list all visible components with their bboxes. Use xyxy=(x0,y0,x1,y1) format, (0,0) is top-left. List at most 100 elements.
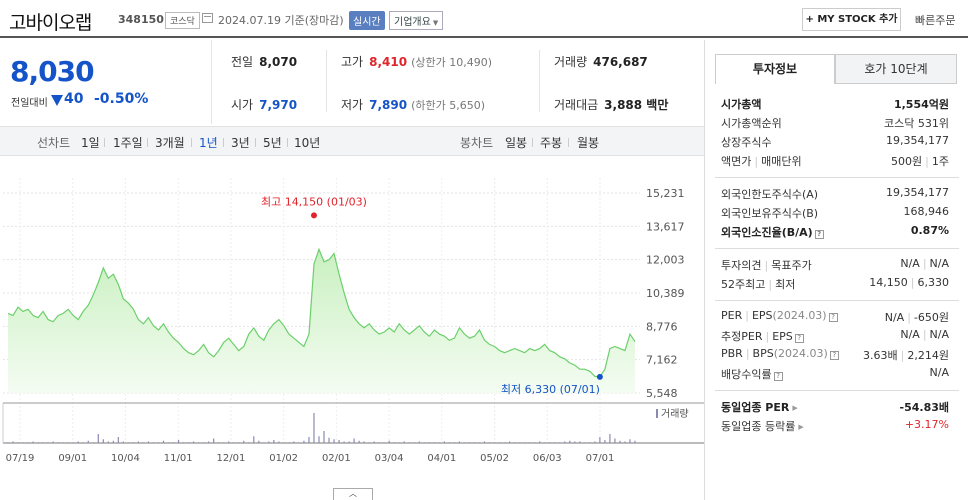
volume-bar xyxy=(122,441,124,443)
volume-bar xyxy=(413,442,415,443)
period-1w[interactable]: 1주일 xyxy=(113,136,143,150)
volume-bar xyxy=(12,441,14,443)
volume-bar xyxy=(112,440,114,443)
period-daily[interactable]: 일봉 xyxy=(505,136,528,150)
volume-bar xyxy=(42,442,44,443)
industry-per-row[interactable]: 동일업종 PER ▶ -54.83배 xyxy=(721,401,949,414)
volume-bar xyxy=(238,442,240,443)
volume-bar xyxy=(519,442,521,443)
chevron-right-icon: ▶ xyxy=(798,423,804,431)
y-tick-label: 7,162 xyxy=(646,354,678,367)
volume-bar xyxy=(549,442,551,443)
volume-bar xyxy=(559,442,561,443)
volume-bar xyxy=(564,441,566,443)
y-tick-label: 13,617 xyxy=(646,220,685,233)
volume-bar xyxy=(162,440,165,443)
candle-chart-label: 봉차트 xyxy=(460,136,494,150)
volume-bar xyxy=(177,440,180,443)
period-3y[interactable]: 3년 xyxy=(231,136,250,150)
volume-bar xyxy=(524,442,526,443)
volume-bar xyxy=(458,441,461,443)
opinion-target-row: 투자의견 | 목표주가 N/A | N/A xyxy=(721,257,949,272)
x-tick-label: 12/01 xyxy=(216,453,245,464)
period-monthly[interactable]: 월봉 xyxy=(577,136,600,150)
help-icon[interactable]: ? xyxy=(794,334,804,343)
company-overview-select[interactable]: 기업개요 ▼ xyxy=(389,11,444,30)
volume-bar xyxy=(509,441,511,443)
volume-bar xyxy=(378,442,380,443)
quick-order-link[interactable]: 빠른주문 xyxy=(915,14,956,27)
chart-collapse-button[interactable]: ︿ xyxy=(333,488,373,500)
volume: 거래량 476,687 xyxy=(554,55,648,69)
volume-bar xyxy=(529,442,531,443)
down-arrow-icon xyxy=(51,95,63,106)
divider xyxy=(255,138,256,147)
volume-bar xyxy=(428,442,430,443)
foreign-hold-row: 외국인보유주식수(B) 168,946 xyxy=(721,205,949,220)
period-10y[interactable]: 10년 xyxy=(294,136,321,150)
volume-bar xyxy=(403,441,405,443)
help-icon[interactable]: ? xyxy=(828,313,838,322)
volume-bar xyxy=(37,442,39,443)
volume-bar xyxy=(278,441,280,443)
y-tick-label: 8,776 xyxy=(646,320,678,333)
help-icon[interactable]: ? xyxy=(814,230,824,239)
y-tick-label: 12,003 xyxy=(646,254,685,267)
chart-period-bar: 선차트 1일 1주일 3개월 1년 3년 5년 10년 봉차트 일봉 주봉 월봉 xyxy=(0,126,704,156)
volume-bar xyxy=(303,440,305,443)
add-my-stock-button[interactable]: + MY STOCK 추가 xyxy=(802,8,901,31)
calendar-icon xyxy=(202,13,213,23)
help-icon[interactable]: ? xyxy=(773,372,783,381)
change-label: 전일대비 xyxy=(11,98,48,109)
volume-bar xyxy=(208,441,210,443)
price-chart[interactable]: 15,231 13,617 12,003 10,389 8,776 7,162 5,548 0… xyxy=(0,156,704,500)
est-per-eps-row: 추정PER | EPS? N/A | N/A xyxy=(721,328,949,343)
volume-bar xyxy=(473,442,476,443)
volume-bar xyxy=(398,442,400,443)
high-price: 고가 8,410 (상한가 10,490) xyxy=(341,55,492,69)
volume-bar xyxy=(7,442,9,443)
trade-amount: 거래대금 3,888 백만 xyxy=(554,98,669,112)
volume-bar xyxy=(448,442,451,443)
divider xyxy=(326,50,327,112)
industry-change-row[interactable]: 동일업종 등락률 ▶ +3.17% xyxy=(721,418,949,433)
volume-bar xyxy=(423,442,425,443)
volume-bar xyxy=(268,441,270,443)
company-overview-label: 기업개요 xyxy=(394,17,431,28)
volume-bar xyxy=(368,442,370,443)
week52-row: 52주최고 | 최저 14,150 | 6,330 xyxy=(721,276,949,291)
tab-hoga-10[interactable]: 호가 10단계 xyxy=(835,54,957,84)
divider xyxy=(191,138,192,147)
volume-bar xyxy=(198,442,200,443)
period-1y[interactable]: 1년 xyxy=(199,136,218,150)
stock-code: 348150 xyxy=(118,13,164,26)
volume-bar xyxy=(213,438,215,443)
foreign-ratio-row: 외국인소진율(B/A)? 0.87% xyxy=(721,224,949,239)
period-5y[interactable]: 5년 xyxy=(263,136,282,150)
x-tick-label: 01/02 xyxy=(269,453,298,464)
volume-bar xyxy=(117,437,119,443)
realtime-button[interactable]: 실시간 xyxy=(349,11,385,30)
current-price: 8,030 xyxy=(10,55,95,88)
divider xyxy=(715,300,959,301)
volume-bar xyxy=(408,442,410,443)
volume-bar xyxy=(223,442,225,443)
period-3m[interactable]: 3개월 xyxy=(155,136,185,150)
price-change-percent: -0.50% xyxy=(94,91,149,107)
min-label: 최저 6,330 (07/01) xyxy=(501,383,600,396)
tab-underline xyxy=(835,83,957,84)
volume-bar xyxy=(87,440,89,443)
y-tick-label: 15,231 xyxy=(646,187,685,200)
volume-bar xyxy=(77,441,79,443)
listed-shares-row: 상장주식수 19,354,177 xyxy=(721,134,949,149)
period-weekly[interactable]: 주봉 xyxy=(540,136,563,150)
volume-bar xyxy=(488,442,491,443)
volume-bar xyxy=(248,442,250,443)
pbr-bps-row: PBR | BPS(2024.03)? 3.63배 | 2,214원 xyxy=(721,347,949,362)
price-stats: 전일 8,070 고가 8,410 (상한가 10,490) 거래량 476,687 시… xyxy=(212,40,704,124)
tab-invest-info[interactable]: 투자정보 xyxy=(715,54,835,84)
volume-bar xyxy=(72,442,74,443)
volume-bar xyxy=(619,440,621,443)
period-1d[interactable]: 1일 xyxy=(81,136,100,150)
help-icon[interactable]: ? xyxy=(829,351,839,360)
